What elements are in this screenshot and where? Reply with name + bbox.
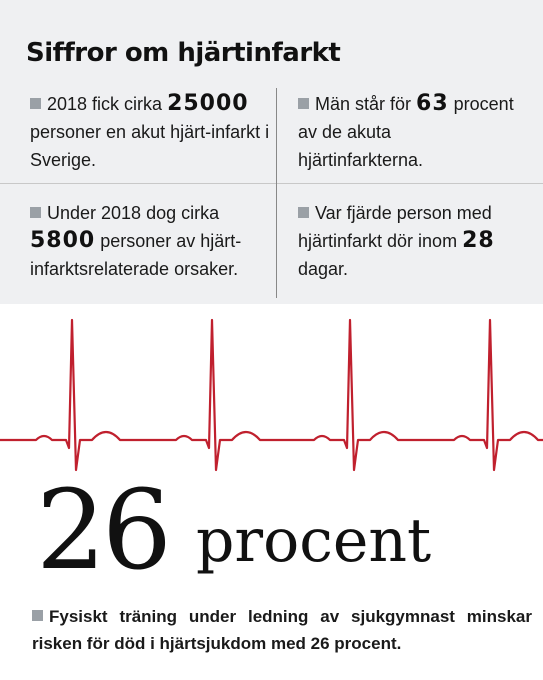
page-title: Siffror om hjärtinfarkt (26, 38, 341, 68)
vertical-divider (276, 88, 277, 298)
fact-number: 25000 (167, 91, 249, 116)
fact-text: procent av de akuta hjärtinfarkterna. (298, 94, 514, 170)
bullet-square-icon (32, 610, 43, 621)
ecg-heartbeat-line (0, 318, 543, 472)
fact-text: Var fjärde person med hjärtinfarkt dör i… (298, 203, 492, 251)
fact-text: personer en akut hjärt-infarkt i Sverige… (30, 122, 270, 170)
fact-text: 2018 fick cirka (47, 94, 168, 114)
footnote: Fysiskt träning under ledning av sjukgym… (32, 603, 532, 657)
fact-4: Var fjärde person med hjärtinfarkt dör i… (298, 199, 513, 283)
fact-text: dagar. (298, 259, 349, 279)
fact-number: 5800 (30, 228, 96, 253)
headline-number: 26 (36, 466, 172, 594)
fact-2: Män står för 63 procent av de akuta hjär… (298, 90, 518, 174)
fact-text: Män står för (315, 94, 417, 114)
bullet-square-icon (30, 98, 41, 109)
facts-box (0, 0, 543, 304)
bullet-square-icon (30, 207, 41, 218)
fact-number: 63 (416, 91, 449, 116)
headline-word: procent (196, 506, 432, 576)
fact-text: Under 2018 dog cirka (47, 203, 220, 223)
fact-3: Under 2018 dog cirka 5800 personer av hj… (30, 199, 270, 283)
footnote-text: Fysiskt träning under ledning av sjukgym… (32, 607, 532, 653)
fact-number: 28 (462, 228, 495, 253)
fact-1: 2018 fick cirka 25000 personer en akut h… (30, 90, 270, 174)
bullet-square-icon (298, 207, 309, 218)
fact-text: personer av hjärt-infarktsrelaterade ors… (30, 231, 242, 279)
bullet-square-icon (298, 98, 309, 109)
horizontal-divider (0, 183, 543, 184)
